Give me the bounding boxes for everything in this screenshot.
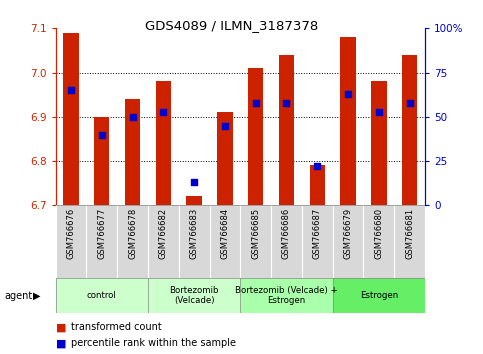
Text: GSM766682: GSM766682 bbox=[159, 207, 168, 259]
Bar bbox=[148, 205, 179, 278]
Point bbox=[128, 114, 136, 120]
Point bbox=[313, 164, 321, 169]
Bar bbox=[179, 205, 210, 278]
Text: GSM766679: GSM766679 bbox=[343, 207, 353, 259]
Bar bbox=[56, 278, 148, 313]
Point bbox=[221, 123, 229, 129]
Text: GSM766677: GSM766677 bbox=[97, 207, 106, 259]
Bar bbox=[279, 55, 294, 205]
Text: ■: ■ bbox=[56, 322, 66, 332]
Point bbox=[98, 132, 106, 137]
Bar bbox=[148, 278, 241, 313]
Text: agent: agent bbox=[5, 291, 33, 301]
Bar bbox=[217, 113, 233, 205]
Text: control: control bbox=[87, 291, 116, 300]
Bar bbox=[271, 205, 302, 278]
Text: ▶: ▶ bbox=[33, 291, 41, 301]
Point bbox=[159, 109, 167, 114]
Point bbox=[190, 179, 198, 185]
Bar bbox=[333, 278, 425, 313]
Point bbox=[252, 100, 259, 105]
Text: Bortezomib (Velcade) +
Estrogen: Bortezomib (Velcade) + Estrogen bbox=[235, 286, 338, 305]
Bar bbox=[341, 37, 356, 205]
Bar bbox=[240, 278, 333, 313]
Bar bbox=[402, 55, 417, 205]
Bar bbox=[364, 205, 394, 278]
Point bbox=[283, 100, 290, 105]
Text: GSM766685: GSM766685 bbox=[251, 207, 260, 259]
Bar bbox=[248, 68, 263, 205]
Bar bbox=[240, 205, 271, 278]
Text: GSM766687: GSM766687 bbox=[313, 207, 322, 259]
Bar bbox=[117, 205, 148, 278]
Bar bbox=[302, 205, 333, 278]
Point bbox=[375, 109, 383, 114]
Bar bbox=[371, 81, 386, 205]
Text: GSM766686: GSM766686 bbox=[282, 207, 291, 259]
Text: GSM766683: GSM766683 bbox=[190, 207, 199, 259]
Bar bbox=[186, 196, 202, 205]
Text: ■: ■ bbox=[56, 338, 66, 348]
Text: GSM766676: GSM766676 bbox=[67, 207, 75, 259]
Bar bbox=[394, 205, 425, 278]
Bar bbox=[156, 81, 171, 205]
Bar bbox=[86, 205, 117, 278]
Text: transformed count: transformed count bbox=[71, 322, 162, 332]
Bar bbox=[125, 99, 140, 205]
Text: Bortezomib
(Velcade): Bortezomib (Velcade) bbox=[170, 286, 219, 305]
Text: GSM766684: GSM766684 bbox=[220, 207, 229, 259]
Point bbox=[344, 91, 352, 97]
Text: GDS4089 / ILMN_3187378: GDS4089 / ILMN_3187378 bbox=[145, 19, 318, 33]
Bar bbox=[56, 205, 86, 278]
Text: Estrogen: Estrogen bbox=[360, 291, 398, 300]
Point bbox=[406, 100, 413, 105]
Text: percentile rank within the sample: percentile rank within the sample bbox=[71, 338, 237, 348]
Bar bbox=[333, 205, 364, 278]
Bar bbox=[310, 166, 325, 205]
Bar bbox=[94, 117, 110, 205]
Text: GSM766680: GSM766680 bbox=[374, 207, 384, 259]
Point bbox=[67, 87, 75, 93]
Bar bbox=[63, 33, 79, 205]
Bar bbox=[210, 205, 240, 278]
Text: GSM766678: GSM766678 bbox=[128, 207, 137, 259]
Text: GSM766681: GSM766681 bbox=[405, 207, 414, 259]
